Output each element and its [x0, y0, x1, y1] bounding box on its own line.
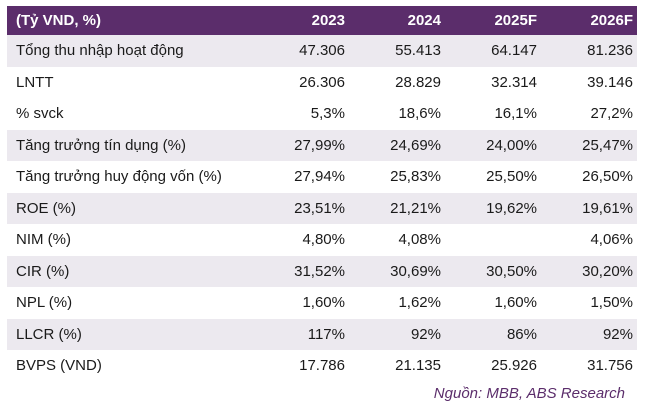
cell-2023: 5,3% — [310, 105, 345, 123]
table-row: Tổng thu nhập hoạt động 47.306 55.413 64… — [7, 35, 637, 67]
cell-2024: 24,69% — [390, 136, 441, 154]
cell-2025f: 25.926 — [491, 357, 537, 375]
row-label: Tổng thu nhập hoạt động — [16, 42, 184, 60]
cell-2023: 31,52% — [294, 262, 345, 280]
table-row: NPL (%) 1,60% 1,62% 1,60% 1,50% — [7, 287, 637, 319]
cell-2026f: 81.236 — [587, 42, 633, 60]
row-label: Tăng trưởng tín dụng (%) — [16, 136, 186, 154]
row-label: LLCR (%) — [16, 325, 82, 343]
table-row: Tăng trưởng tín dụng (%) 27,99% 24,69% 2… — [7, 129, 637, 161]
cell-2026f: 39.146 — [587, 73, 633, 91]
cell-2025f: 86% — [506, 325, 537, 343]
cell-2024: 1,62% — [398, 294, 441, 312]
row-label: CIR (%) — [16, 262, 70, 280]
table-row: % svck 5,3% 18,6% 16,1% 27,2% — [7, 98, 637, 130]
table-row: NIM (%) 4,80% 4,08% 4,06% — [7, 224, 637, 256]
table-row: Tăng trưởng huy động vốn (%) 27,94% 25,8… — [7, 161, 637, 193]
cell-2025f: 24,00% — [486, 136, 537, 154]
table-row: CIR (%) 31,52% 30,69% 30,50% 30,20% — [7, 255, 637, 287]
cell-2023: 1,60% — [302, 294, 345, 312]
cell-2023: 4,80% — [302, 231, 345, 249]
row-label: % svck — [16, 105, 64, 123]
cell-2024: 92% — [410, 325, 441, 343]
cell-2025f: 64.147 — [491, 42, 537, 60]
row-label: NIM (%) — [16, 231, 71, 249]
cell-2026f: 30,20% — [582, 262, 633, 280]
cell-2026f: 25,47% — [582, 136, 633, 154]
header-cell-2026f: 2026F — [590, 12, 633, 29]
header-cell-2024: 2024 — [407, 12, 441, 29]
cell-2024: 30,69% — [390, 262, 441, 280]
cell-2026f: 19,61% — [582, 199, 633, 217]
cell-2023: 27,94% — [294, 168, 345, 186]
row-label: BVPS (VND) — [16, 357, 102, 375]
cell-2025f: 1,60% — [494, 294, 537, 312]
cell-2025f: 19,62% — [486, 199, 537, 217]
header-cell-2023: 2023 — [311, 12, 345, 29]
row-label: LNTT — [16, 73, 54, 91]
cell-2026f: 27,2% — [590, 105, 633, 123]
cell-2025f: 32.314 — [491, 73, 537, 91]
cell-2026f: 92% — [602, 325, 633, 343]
row-label: ROE (%) — [16, 199, 76, 217]
row-label: NPL (%) — [16, 294, 73, 312]
table-row: LLCR (%) 117% 92% 86% 92% — [7, 318, 637, 350]
row-label: Tăng trưởng huy động vốn (%) — [16, 168, 222, 186]
cell-2025f: 16,1% — [494, 105, 537, 123]
table-row: LNTT 26.306 28.829 32.314 39.146 — [7, 67, 637, 99]
cell-2024: 25,83% — [390, 168, 441, 186]
financial-table: (Tỷ VND, %) 2023 2024 2025F 2026F Tổng t… — [7, 6, 637, 382]
cell-2026f: 26,50% — [582, 168, 633, 186]
cell-2023: 23,51% — [294, 199, 345, 217]
cell-2023: 17.786 — [299, 357, 345, 375]
source-note: Nguồn: MBB, ABS Research — [433, 385, 625, 402]
table-row: BVPS (VND) 17.786 21.135 25.926 31.756 — [7, 350, 637, 382]
cell-2026f: 1,50% — [590, 294, 633, 312]
table-row: ROE (%) 23,51% 21,21% 19,62% 19,61% — [7, 192, 637, 224]
header-cell-unit: (Tỷ VND, %) — [16, 12, 102, 29]
cell-2024: 21,21% — [390, 199, 441, 217]
cell-2024: 28.829 — [395, 73, 441, 91]
cell-2023: 27,99% — [294, 136, 345, 154]
cell-2025f: 30,50% — [486, 262, 537, 280]
cell-2025f: 25,50% — [486, 168, 537, 186]
table-header: (Tỷ VND, %) 2023 2024 2025F 2026F — [7, 6, 637, 35]
cell-2023: 26.306 — [299, 73, 345, 91]
cell-2024: 55.413 — [395, 42, 441, 60]
cell-2026f: 31.756 — [587, 357, 633, 375]
cell-2023: 47.306 — [299, 42, 345, 60]
cell-2023: 117% — [307, 325, 345, 343]
cell-2024: 21.135 — [395, 357, 441, 375]
cell-2024: 18,6% — [398, 105, 441, 123]
header-cell-2025f: 2025F — [494, 12, 537, 29]
cell-2026f: 4,06% — [590, 231, 633, 249]
cell-2024: 4,08% — [398, 231, 441, 249]
